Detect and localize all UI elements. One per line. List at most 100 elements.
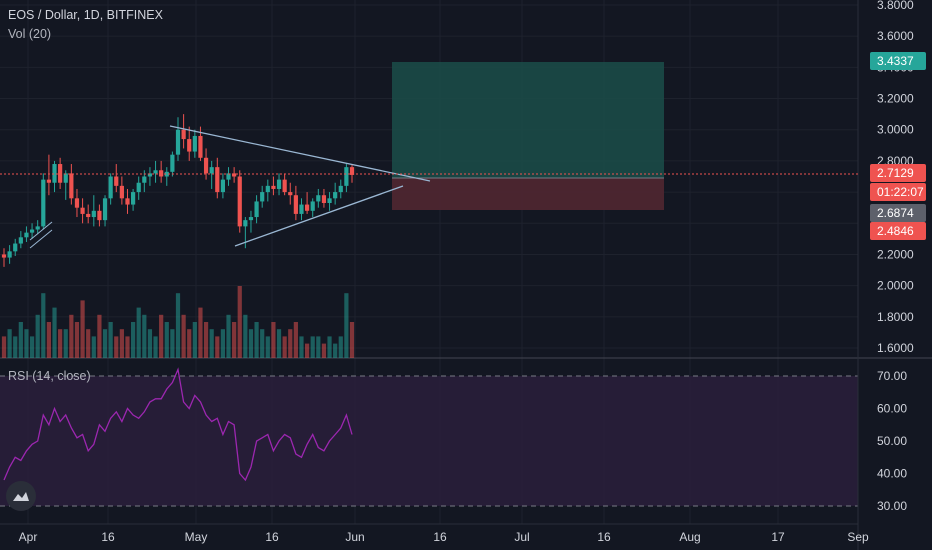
rsi-axis[interactable]: 70.00 60.00 50.00 40.00 30.00 (877, 369, 907, 513)
price-tick-label: 3.8000 (877, 0, 914, 12)
candle-body (1, 254, 7, 258)
volume-indicator-label[interactable]: Vol (20) (8, 27, 52, 41)
candle-body (271, 185, 276, 189)
candle-body (86, 213, 91, 218)
candle-body (74, 198, 80, 208)
volume-bar (41, 293, 46, 358)
volume-bar (69, 314, 74, 358)
time-tick-label: 17 (771, 530, 785, 544)
volume-bar (226, 314, 231, 358)
volume-bar (175, 293, 181, 358)
volume-bar (293, 322, 298, 358)
candle-body (192, 135, 197, 152)
volume-bar (248, 329, 254, 358)
price-tick-label: 3.2000 (877, 92, 914, 106)
price-tag-target (870, 52, 926, 70)
volume-bar (63, 329, 68, 358)
volume-bar (86, 329, 91, 358)
volume-bar (310, 336, 315, 358)
volume-bar (321, 343, 327, 358)
candle-body (119, 185, 124, 199)
small-trendline-upper[interactable] (29, 221, 53, 241)
candle-body (24, 232, 29, 238)
candle-body (102, 198, 108, 221)
time-tick-label: Jun (345, 530, 364, 544)
candle-body (153, 170, 158, 174)
candle-body (232, 173, 237, 177)
candle-body (299, 204, 304, 214)
price-tick-label: 3.0000 (877, 123, 914, 137)
time-tick-label: Aug (679, 530, 700, 544)
candle-body (91, 210, 96, 218)
volume-bar (181, 314, 186, 358)
volume-bar (288, 329, 293, 358)
small-trendline-lower[interactable] (29, 229, 53, 249)
volume-bar (203, 322, 209, 358)
volume-bar (299, 336, 304, 358)
time-tick-label: 16 (433, 530, 447, 544)
volume-bar (13, 336, 18, 358)
volume-bar (192, 322, 197, 358)
volume-bar (344, 293, 349, 358)
rsi-tick-label: 50.00 (877, 434, 907, 448)
upper-trendline[interactable] (169, 125, 431, 182)
tradingview-logo-icon[interactable] (6, 481, 36, 511)
candle-body (170, 154, 175, 172)
rsi-tick-label: 70.00 (877, 369, 907, 383)
symbol-title[interactable]: EOS / Dollar, 1D, BITFINEX (8, 8, 163, 22)
candle-body (226, 173, 231, 180)
candle-body (187, 139, 192, 152)
rsi-line (3, 367, 353, 482)
lower-trendline[interactable] (234, 185, 404, 247)
candle-body (80, 207, 85, 214)
volume-bar (254, 322, 259, 358)
candle-body (209, 167, 214, 174)
candle-body (333, 192, 338, 199)
candle-body (265, 185, 270, 193)
long-position-profit-zone[interactable] (392, 62, 664, 178)
volume-bar (243, 314, 248, 358)
volume-bar (164, 322, 169, 358)
volume-bar (119, 329, 124, 358)
price-tag-stop (870, 222, 926, 240)
volume-bar (136, 307, 141, 358)
volume-bar (232, 322, 237, 358)
candle-body (220, 179, 226, 193)
candle-body (13, 243, 18, 252)
volume-bar (153, 336, 158, 358)
rsi-indicator-label[interactable]: RSI (14, close) (8, 369, 91, 383)
candle-body (35, 226, 40, 230)
candle-body (114, 176, 119, 186)
candle-body (288, 192, 293, 196)
long-position-loss-zone[interactable] (392, 178, 664, 210)
candle-body (41, 179, 46, 227)
candle-body (7, 251, 12, 258)
price-tags: 3.4337 2.7129 01:22:07 2.6874 2.4846 (870, 52, 926, 240)
candle-body (130, 192, 136, 205)
price-tag-label: 3.4337 (877, 54, 914, 68)
candle-body (237, 176, 242, 227)
volume-bar (97, 314, 102, 358)
candle-body (108, 176, 113, 199)
candle-body (58, 164, 63, 183)
volume-bar (91, 336, 96, 358)
candle-body (175, 129, 181, 155)
price-tag-last-price (870, 164, 926, 182)
candle-body (97, 210, 102, 221)
candle-body (125, 198, 130, 205)
candle-body (260, 192, 265, 202)
volume-bar (333, 343, 338, 358)
time-axis[interactable]: Apr 16 May 16 Jun 16 Jul 16 Aug 17 Sep (19, 530, 869, 544)
rsi-tick-label: 30.00 (877, 499, 907, 513)
volume-bar (209, 329, 214, 358)
volume-bar (46, 322, 52, 358)
candle-body (29, 229, 35, 233)
time-tick-label: 16 (265, 530, 279, 544)
time-tick-label: 16 (101, 530, 115, 544)
volume-bar (58, 329, 63, 358)
volume-bar (18, 322, 23, 358)
candle-body (310, 201, 315, 211)
candle-body (164, 171, 169, 177)
volume-bar (1, 336, 7, 358)
